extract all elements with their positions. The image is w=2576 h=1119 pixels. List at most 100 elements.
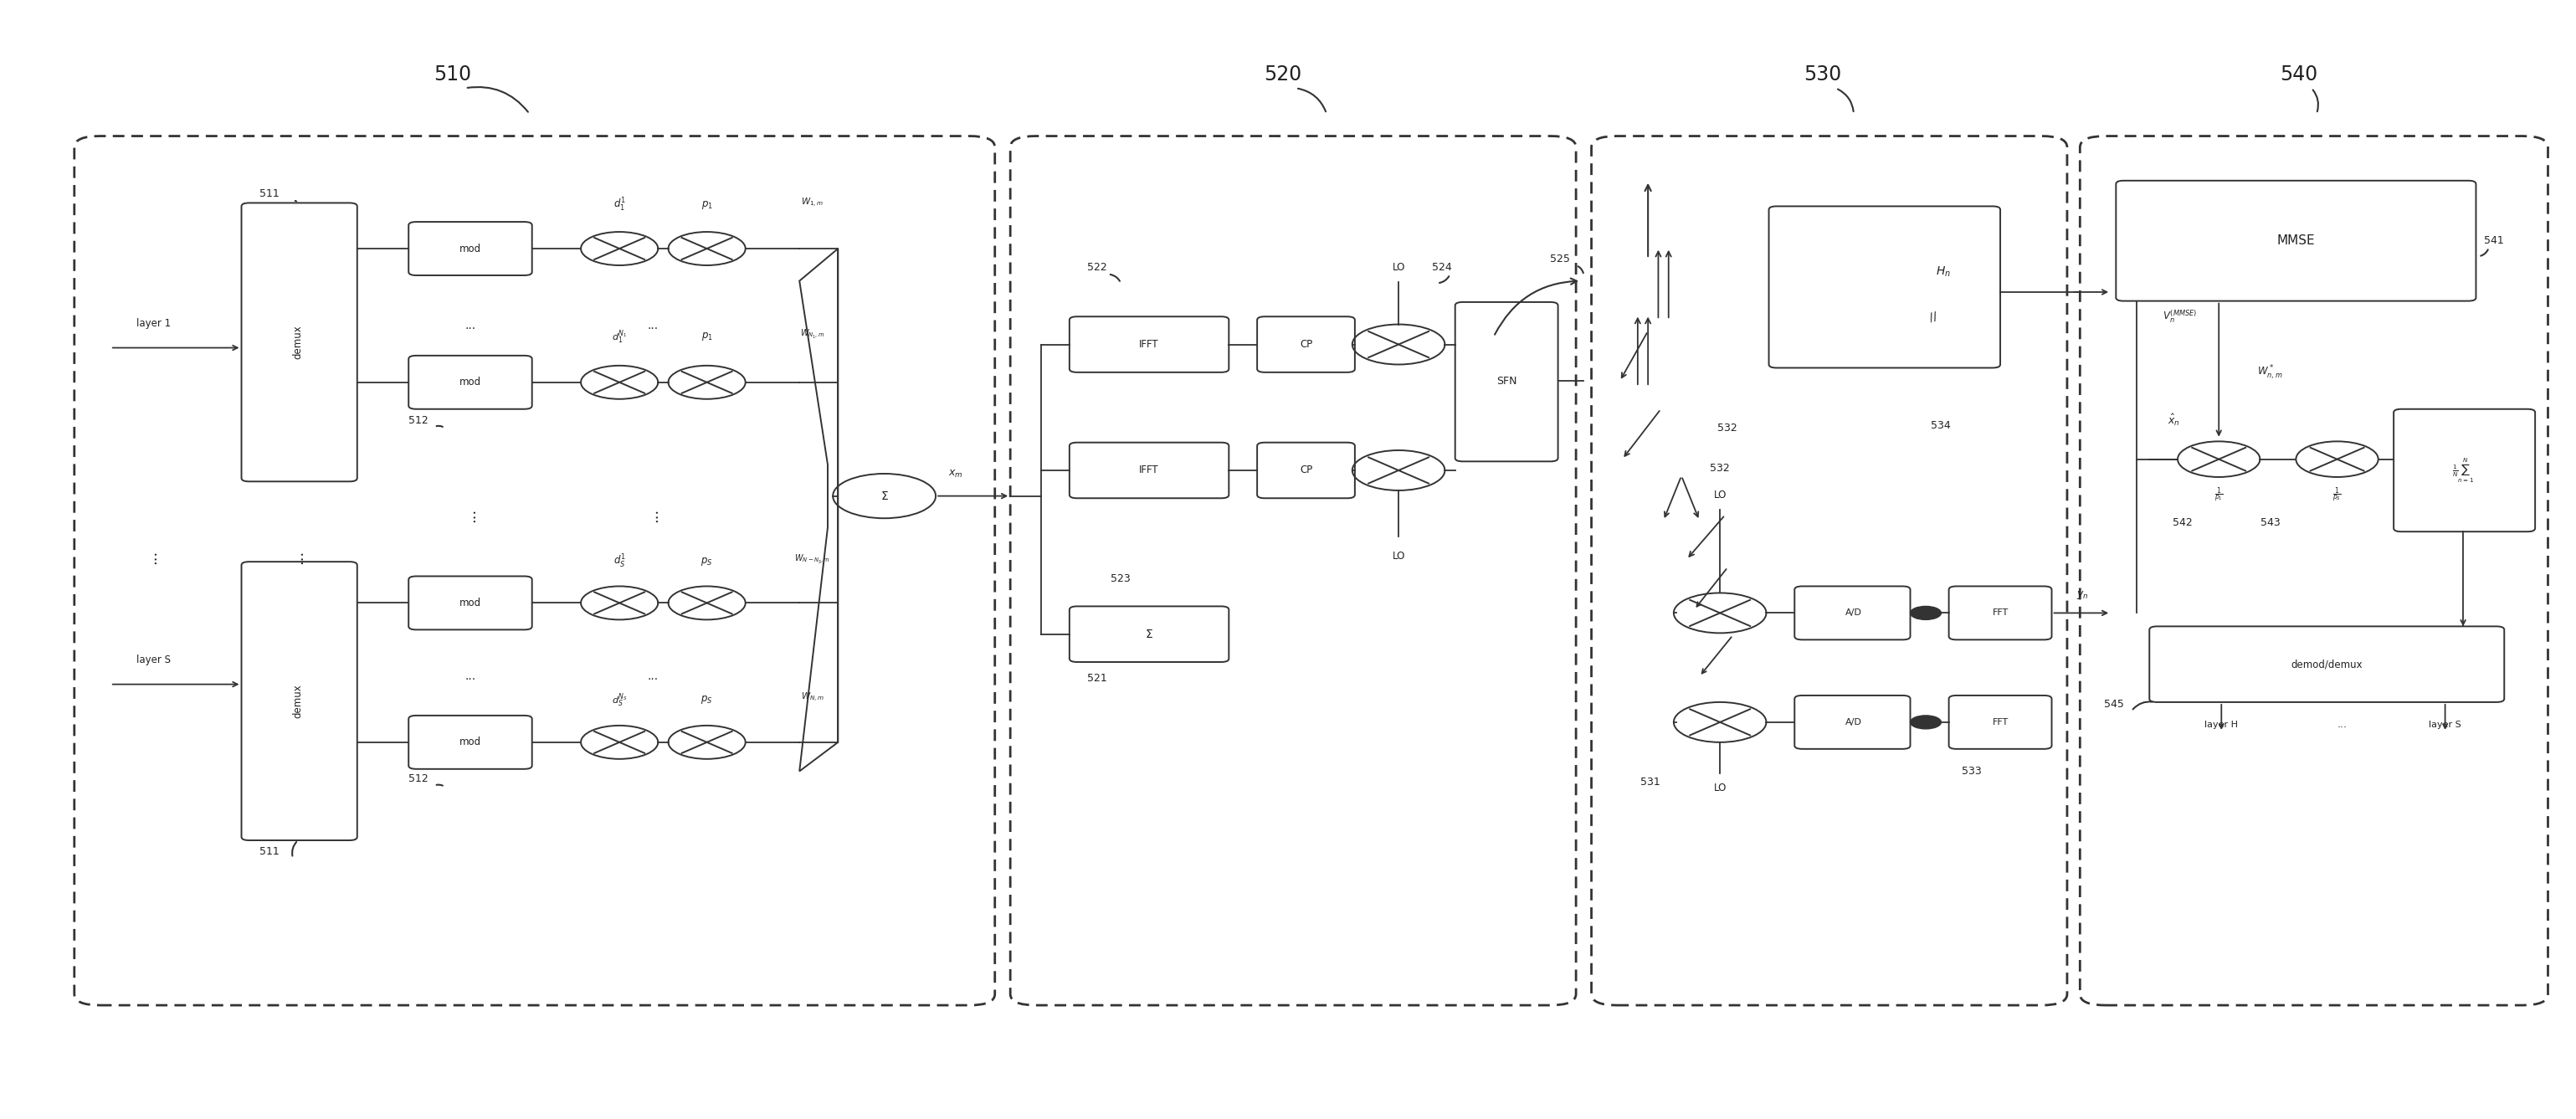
Text: mod: mod	[459, 736, 482, 747]
Text: $\frac{1}{p_S}$: $\frac{1}{p_S}$	[2334, 486, 2342, 505]
Text: layer 1: layer 1	[137, 318, 170, 329]
Text: $p_1$: $p_1$	[701, 331, 714, 342]
Text: A/D: A/D	[1844, 718, 1862, 726]
FancyBboxPatch shape	[410, 356, 533, 410]
Text: 531: 531	[1641, 777, 1659, 788]
Text: ...: ...	[464, 670, 477, 683]
Text: $W_{1,m}$: $W_{1,m}$	[801, 197, 824, 209]
FancyBboxPatch shape	[410, 222, 533, 275]
Text: $p_S$: $p_S$	[701, 556, 714, 567]
Text: $\hat{x}_n$: $\hat{x}_n$	[2169, 413, 2179, 427]
Text: FFT: FFT	[1991, 718, 2009, 726]
FancyBboxPatch shape	[410, 576, 533, 630]
FancyBboxPatch shape	[1069, 317, 1229, 373]
Text: 532: 532	[1710, 462, 1731, 473]
Text: $H_n$: $H_n$	[1937, 265, 1950, 279]
Text: $\Sigma$: $\Sigma$	[1144, 628, 1154, 640]
Circle shape	[1911, 715, 1942, 728]
FancyBboxPatch shape	[2148, 627, 2504, 702]
Text: ...: ...	[291, 551, 307, 564]
Text: $d^{N_1}_1$: $d^{N_1}_1$	[611, 328, 626, 346]
Text: $y_n$: $y_n$	[2076, 590, 2089, 601]
Text: 521: 521	[1087, 674, 1108, 684]
Text: 530: 530	[1803, 65, 1842, 85]
Text: 512: 512	[410, 773, 428, 784]
Text: 512: 512	[410, 415, 428, 425]
Text: CP: CP	[1301, 464, 1311, 476]
FancyBboxPatch shape	[1455, 302, 1558, 461]
Text: $d^1_S$: $d^1_S$	[613, 553, 626, 571]
Text: 534: 534	[1932, 421, 1950, 431]
Text: $p_S$: $p_S$	[701, 694, 714, 706]
FancyBboxPatch shape	[1257, 317, 1355, 373]
Text: $\Sigma$: $\Sigma$	[881, 490, 889, 501]
Text: IFFT: IFFT	[1139, 464, 1159, 476]
Text: 520: 520	[1265, 65, 1301, 85]
Text: layer S: layer S	[137, 655, 170, 665]
Text: ...: ...	[647, 670, 659, 683]
Text: MMSE: MMSE	[2277, 235, 2316, 247]
Text: layer H: layer H	[2205, 721, 2239, 728]
Text: $W_{N-N_S,m}$: $W_{N-N_S,m}$	[793, 553, 829, 566]
Text: FFT: FFT	[1991, 609, 2009, 618]
Text: 522: 522	[1087, 262, 1108, 273]
Text: 532: 532	[1718, 423, 1736, 433]
Text: 540: 540	[2280, 65, 2318, 85]
Text: IFFT: IFFT	[1139, 339, 1159, 350]
Text: $V_n^{(MMSE)}$: $V_n^{(MMSE)}$	[2161, 309, 2197, 325]
Text: SFN: SFN	[1497, 376, 1517, 387]
Text: 524: 524	[1432, 262, 1453, 273]
FancyBboxPatch shape	[410, 715, 533, 769]
Text: 533: 533	[1963, 765, 1981, 777]
FancyBboxPatch shape	[1770, 206, 2002, 368]
Text: ...: ...	[647, 508, 659, 523]
Text: 525: 525	[1551, 253, 1571, 264]
Text: LO: LO	[1391, 551, 1404, 562]
Text: $W^*_{n,m}$: $W^*_{n,m}$	[2257, 364, 2282, 382]
Text: demux: demux	[294, 326, 304, 359]
Text: 543: 543	[2259, 517, 2280, 528]
Text: LO: LO	[1713, 782, 1726, 793]
FancyBboxPatch shape	[2115, 180, 2476, 301]
Text: 511: 511	[260, 846, 278, 857]
Text: $\frac{1}{N}\sum_{n=1}^{N}$: $\frac{1}{N}\sum_{n=1}^{N}$	[2452, 457, 2473, 485]
Text: mod: mod	[459, 598, 482, 609]
Text: demod/demux: demod/demux	[2290, 659, 2362, 669]
Text: 523: 523	[1110, 573, 1131, 584]
Circle shape	[1911, 606, 1942, 620]
Text: LO: LO	[1713, 489, 1726, 500]
FancyBboxPatch shape	[1257, 442, 1355, 498]
Text: $d^{N_S}_S$: $d^{N_S}_S$	[611, 692, 629, 708]
Text: //: //	[1929, 310, 1940, 323]
Text: $d^1_1$: $d^1_1$	[613, 197, 626, 214]
FancyBboxPatch shape	[2393, 410, 2535, 532]
FancyBboxPatch shape	[1950, 695, 2050, 749]
Text: LO: LO	[1391, 262, 1404, 273]
FancyBboxPatch shape	[242, 562, 358, 840]
Text: ...: ...	[144, 551, 160, 564]
Text: 510: 510	[433, 65, 471, 85]
Text: 511: 511	[260, 189, 278, 199]
Text: 542: 542	[2174, 517, 2192, 528]
Text: ...: ...	[464, 508, 477, 523]
Text: ...: ...	[647, 320, 659, 331]
Text: ...: ...	[464, 320, 477, 331]
Text: $x_m$: $x_m$	[948, 468, 963, 479]
Text: layer S: layer S	[2429, 721, 2460, 728]
Text: mod: mod	[459, 377, 482, 388]
Text: 545: 545	[2105, 699, 2123, 709]
FancyBboxPatch shape	[1795, 695, 1911, 749]
FancyBboxPatch shape	[1069, 442, 1229, 498]
Text: 541: 541	[2483, 235, 2504, 246]
Text: $\frac{1}{p_1}$: $\frac{1}{p_1}$	[2215, 486, 2223, 505]
FancyBboxPatch shape	[1795, 586, 1911, 640]
Text: $p_1$: $p_1$	[701, 199, 714, 211]
Text: ...: ...	[2336, 720, 2347, 730]
Text: $W_{N,m}$: $W_{N,m}$	[801, 692, 824, 704]
FancyBboxPatch shape	[242, 203, 358, 481]
FancyBboxPatch shape	[1069, 606, 1229, 662]
Text: $W_{N_1,m}$: $W_{N_1,m}$	[801, 328, 824, 340]
FancyBboxPatch shape	[1950, 586, 2050, 640]
Text: CP: CP	[1301, 339, 1311, 350]
Text: mod: mod	[459, 243, 482, 254]
